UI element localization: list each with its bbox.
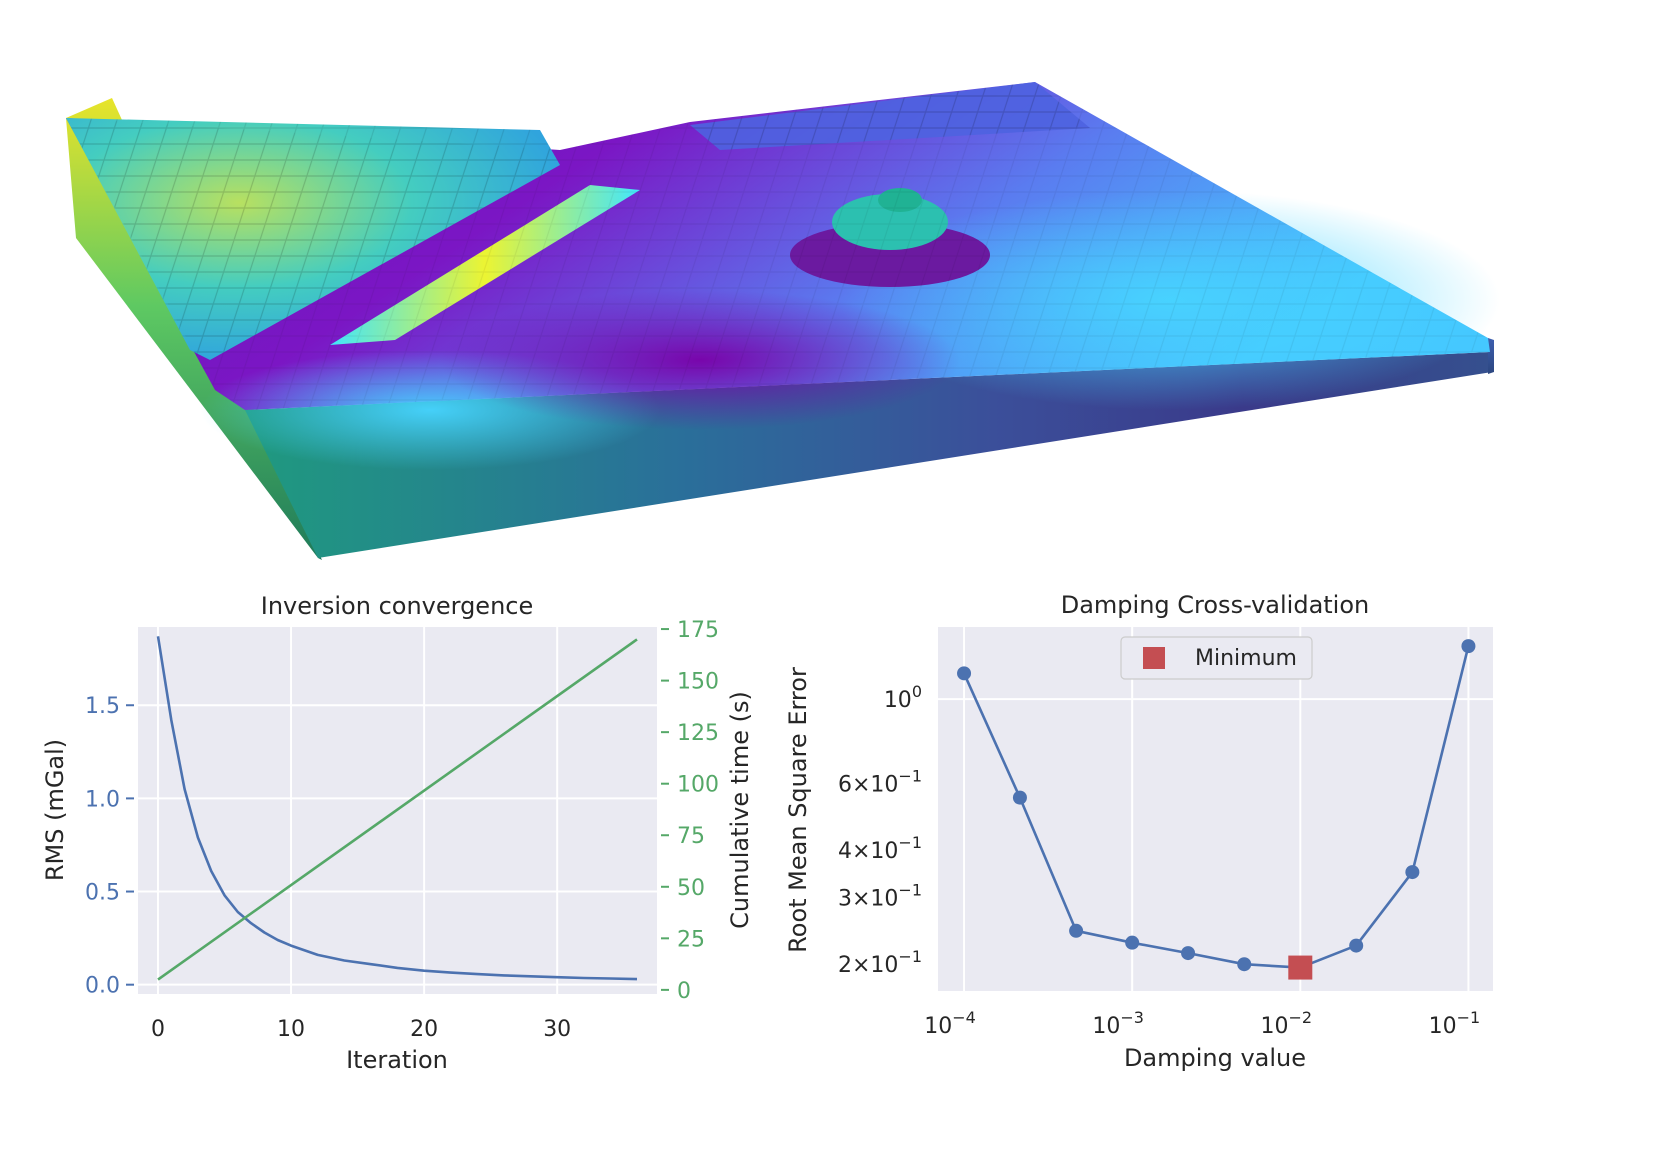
rmse-point <box>1012 790 1027 805</box>
y-tick-base: 10 <box>870 953 898 978</box>
x-tick-label: 10 <box>277 1017 305 1042</box>
plot-area <box>938 627 1493 991</box>
y-right-tick-label: 100 <box>677 773 719 798</box>
y-tick-exponent: −1 <box>898 766 922 785</box>
y-tick-base: 10 <box>884 688 912 713</box>
y-left-tick-label: 0.5 <box>85 881 120 906</box>
rmse-point <box>1349 938 1364 953</box>
x-tick-exponent: −3 <box>1120 1008 1144 1027</box>
y-right-tick-label: 175 <box>677 618 719 643</box>
legend-marker <box>1143 647 1165 669</box>
y-axis-label-left: RMS (mGal) <box>41 739 69 881</box>
y-tick-label: 100 <box>884 682 922 713</box>
y-tick-times: × <box>852 953 870 978</box>
chart-title: Damping Cross-validation <box>1061 591 1370 619</box>
rmse-series-line <box>962 645 1470 969</box>
x-tick-exponent: −4 <box>952 1008 976 1027</box>
y-left-tick-label: 0.0 <box>85 974 120 999</box>
x-tick-base: 10 <box>924 1014 952 1039</box>
y-tick-base: 10 <box>870 886 898 911</box>
rmse-point <box>1069 923 1084 938</box>
y-tick-exponent: −1 <box>898 880 922 899</box>
minimum-marker <box>1288 955 1313 980</box>
y-tick-times: × <box>852 772 870 797</box>
y-left-tick-labels: 0.0 0.5 1.0 1.5 <box>85 694 134 999</box>
cross-validation-chart: Damping Cross-validation 10−4 10−3 10−2 10−… <box>784 591 1493 1072</box>
y-right-tick-label: 150 <box>677 670 719 695</box>
x-tick-label: 10−4 <box>924 1008 976 1039</box>
x-tick-base: 10 <box>1092 1014 1120 1039</box>
y-tick-mantissa: 3 <box>838 886 852 911</box>
x-tick-base: 10 <box>1429 1014 1457 1039</box>
x-tick-label: 20 <box>410 1017 438 1042</box>
y-tick-times: × <box>852 886 870 911</box>
rms-series-line <box>156 636 638 981</box>
x-tick-labels: 10−4 10−3 10−2 10−1 <box>924 1008 1480 1039</box>
series-lines <box>156 636 638 981</box>
legend: Minimum <box>1120 636 1313 680</box>
y-tick-mantissa: 4 <box>838 839 852 864</box>
y-tick-base: 10 <box>870 772 898 797</box>
grid <box>138 627 657 994</box>
y-right-tick-label: 75 <box>677 824 705 849</box>
prism-model-3d <box>66 82 1500 560</box>
x-tick-label: 0 <box>151 1017 165 1042</box>
y-right-tick-labels: 0 25 50 75 100 125 150 175 <box>661 618 719 1004</box>
series <box>957 639 1476 980</box>
y-left-tick-label: 1.0 <box>85 787 120 812</box>
time-series-line <box>157 638 638 981</box>
rmse-point <box>1405 865 1420 880</box>
model-surface-cells <box>66 82 1490 410</box>
y-tick-mantissa: 2 <box>838 953 852 978</box>
y-axis-label: Root Mean Square Error <box>784 667 812 953</box>
y-right-tick-label: 0 <box>677 979 691 1004</box>
y-tick-mantissa: 6 <box>838 772 852 797</box>
model-wall-right <box>1488 338 1494 374</box>
x-tick-label: 10−2 <box>1261 1008 1313 1039</box>
legend-box <box>1120 636 1313 680</box>
grid <box>938 627 1493 991</box>
y-axis-label-right: Cumulative time (s) <box>726 691 754 929</box>
rmse-point <box>1461 639 1476 654</box>
y-tick-base: 10 <box>870 839 898 864</box>
x-axis-label: Damping value <box>1124 1044 1306 1072</box>
chart-title: Inversion convergence <box>261 592 534 620</box>
y-right-tick-label: 125 <box>677 721 719 746</box>
y-tick-exponent: −1 <box>898 833 922 852</box>
x-tick-label: 10−1 <box>1429 1008 1481 1039</box>
x-tick-label: 30 <box>543 1017 571 1042</box>
y-tick-label: 2×10−1 <box>838 947 922 978</box>
y-tick-exponent: 0 <box>912 682 922 701</box>
y-left-tick-label: 1.5 <box>85 694 120 719</box>
x-tick-label: 10−3 <box>1092 1008 1144 1039</box>
x-tick-base: 10 <box>1261 1014 1289 1039</box>
y-right-tick-label: 50 <box>677 876 705 901</box>
y-tick-exponent: −1 <box>898 947 922 966</box>
y-tick-label: 3×10−1 <box>838 880 922 911</box>
y-tick-times: × <box>852 839 870 864</box>
x-tick-exponent: −1 <box>1457 1008 1481 1027</box>
x-tick-exponent: −2 <box>1289 1008 1313 1027</box>
rmse-point <box>957 666 972 681</box>
x-axis-label: Iteration <box>346 1046 448 1074</box>
rmse-point <box>1237 957 1252 972</box>
x-tick-labels: 0 10 20 30 <box>151 1017 571 1042</box>
y-tick-label: 4×10−1 <box>838 833 922 864</box>
y-right-tick-label: 25 <box>677 927 705 952</box>
rmse-point <box>1125 935 1140 950</box>
rmse-point <box>1181 946 1196 961</box>
convergence-chart: Inversion convergence 0 10 20 30 0.0 0.5 1.0 1… <box>41 592 754 1074</box>
legend-label: Minimum <box>1195 646 1297 671</box>
y-tick-label: 6×10−1 <box>838 766 922 797</box>
